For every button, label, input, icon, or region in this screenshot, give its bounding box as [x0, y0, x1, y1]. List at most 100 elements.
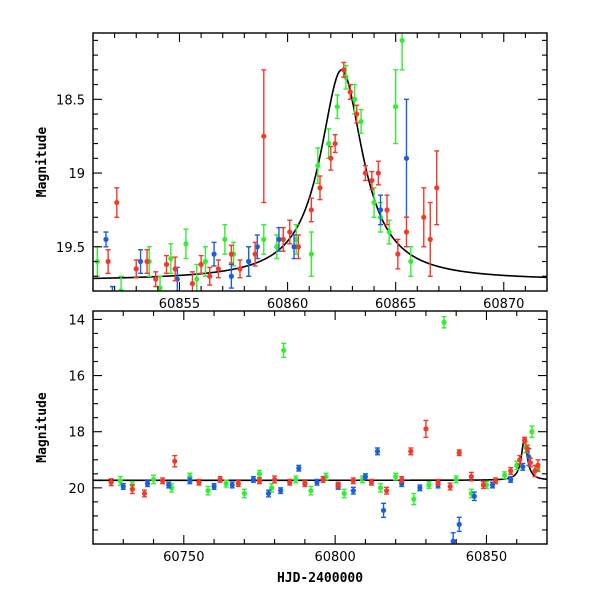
marker — [120, 483, 126, 490]
marker — [202, 258, 209, 265]
data-point-red — [163, 254, 170, 275]
data-point-red — [332, 134, 338, 154]
data-point-green — [341, 488, 347, 499]
marker — [250, 476, 257, 483]
plot-frame — [92, 32, 548, 292]
data-point-blue — [377, 194, 384, 226]
data-point-red — [144, 249, 150, 275]
top-panel-zoom: 60855 60860 60865 60870 18.5 19 19.5 Magnitude — [35, 32, 548, 312]
data-point-blue — [417, 484, 423, 492]
data-point-red — [196, 478, 202, 486]
marker — [529, 429, 535, 435]
marker — [137, 258, 144, 265]
model-curve — [93, 69, 547, 280]
data-point-red — [399, 475, 405, 483]
data-point-blue — [456, 516, 462, 533]
marker — [302, 481, 308, 487]
marker — [341, 67, 347, 73]
data-point-green — [222, 223, 228, 255]
data-point-green — [334, 94, 340, 120]
marker — [280, 236, 286, 242]
marker — [274, 244, 280, 250]
marker — [527, 459, 533, 466]
marker — [117, 478, 123, 484]
data-point-green — [150, 474, 157, 485]
data-point-blue — [137, 249, 144, 275]
marker — [153, 276, 159, 282]
marker — [332, 140, 338, 147]
marker — [254, 244, 260, 250]
data-point-blue — [296, 464, 302, 472]
marker — [450, 538, 456, 544]
data-point-red — [295, 234, 301, 260]
data-point-red — [522, 436, 528, 444]
plot-frame — [92, 310, 548, 545]
marker — [399, 476, 405, 483]
marker — [278, 488, 284, 494]
series-blue — [103, 98, 410, 291]
data-point-red — [480, 480, 487, 490]
marker — [141, 490, 148, 497]
series-red — [108, 419, 541, 498]
marker — [157, 285, 163, 291]
marker — [217, 476, 223, 483]
marker — [246, 258, 252, 265]
marker — [237, 266, 243, 272]
marker — [114, 199, 120, 206]
data-point-green — [393, 69, 399, 145]
data-point-blue — [187, 477, 193, 485]
data-point-red — [261, 69, 267, 204]
data-point-blue — [374, 447, 381, 456]
data-point-red — [362, 164, 368, 182]
data-point-green — [529, 425, 535, 439]
marker — [241, 490, 247, 497]
series-blue — [120, 447, 532, 544]
data-point-blue — [144, 480, 151, 488]
data-point-red — [435, 478, 441, 486]
marker — [399, 37, 405, 43]
data-point-green — [502, 471, 508, 480]
marker — [228, 251, 234, 257]
y-tick-label: 20 — [68, 482, 85, 497]
marker — [435, 479, 441, 485]
marker — [144, 258, 150, 265]
data-point-red — [408, 447, 414, 456]
marker — [456, 450, 462, 456]
marker — [517, 457, 523, 463]
marker — [235, 481, 241, 487]
data-point-red — [395, 238, 401, 270]
marker — [375, 170, 381, 176]
y-tick-label: 19.5 — [56, 241, 85, 256]
data-point-red — [368, 478, 375, 486]
data-point-red — [308, 197, 314, 223]
marker — [508, 476, 514, 483]
marker — [223, 481, 229, 487]
data-point-red — [160, 477, 166, 485]
data-point-blue — [228, 263, 234, 289]
y-tick-label: 18.5 — [56, 93, 85, 108]
marker — [183, 241, 189, 247]
marker — [453, 476, 459, 483]
series-red — [105, 61, 440, 291]
marker — [480, 482, 487, 488]
data-point-green — [399, 33, 405, 71]
data-point-red — [272, 475, 278, 484]
data-point-blue — [250, 475, 257, 483]
data-point-red — [198, 254, 204, 275]
marker — [524, 445, 530, 452]
data-point-red — [508, 466, 514, 476]
marker — [308, 251, 314, 257]
marker — [144, 481, 151, 487]
y-axis-label: Magnitude — [35, 127, 50, 198]
marker — [326, 140, 332, 147]
marker — [335, 482, 341, 488]
marker — [189, 281, 196, 287]
x-tick-label: 60860 — [267, 297, 308, 312]
data-point-green — [168, 243, 174, 275]
data-point-red — [141, 489, 148, 498]
marker — [522, 437, 528, 443]
marker — [377, 207, 384, 213]
data-point-green — [411, 492, 417, 506]
data-point-red — [105, 249, 111, 275]
marker — [427, 236, 433, 242]
